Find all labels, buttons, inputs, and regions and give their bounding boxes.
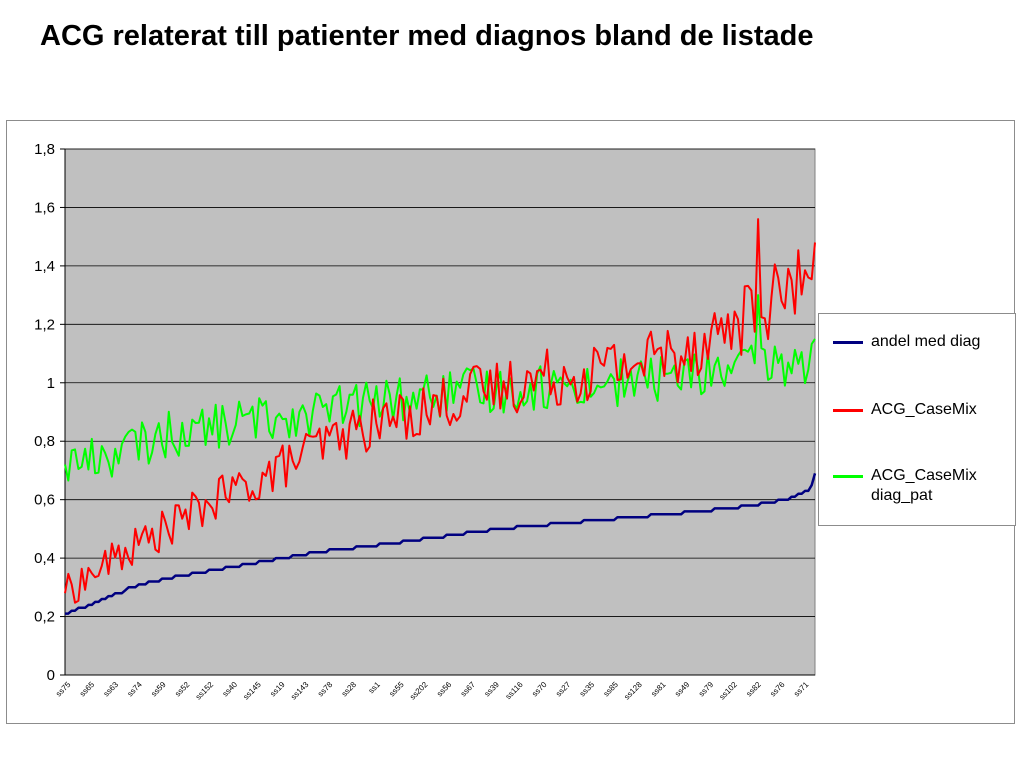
x-tick-label: ss27 — [554, 680, 573, 699]
x-tick-label: ss81 — [649, 680, 668, 699]
y-tick-label: 1 — [47, 375, 55, 392]
y-tick-label: 1,4 — [34, 258, 55, 275]
x-tick-label: ss67 — [459, 680, 478, 699]
legend-swatch-andel — [833, 341, 863, 344]
slide-title: ACG relaterat till patienter med diagnos… — [40, 20, 814, 52]
x-tick-label: ss128 — [622, 680, 644, 702]
legend-label-andel: andel med diag — [871, 333, 981, 350]
x-tick-label: ss19 — [268, 680, 287, 699]
x-tick-label: ss70 — [530, 680, 549, 699]
series-line-1 — [64, 218, 816, 604]
x-tick-label: ss85 — [602, 680, 621, 699]
x-tick-label: ss76 — [768, 680, 787, 699]
x-tick-label: ss28 — [340, 680, 359, 699]
x-tick-label: ss65 — [78, 680, 97, 699]
x-tick-label: ss49 — [673, 680, 692, 699]
x-tick-label: ss143 — [289, 680, 311, 702]
y-tick-label: 1,8 — [34, 141, 55, 158]
x-tick-label: ss202 — [408, 680, 430, 702]
x-tick-label: ss71 — [792, 680, 811, 699]
x-tick-label: ss56 — [435, 680, 454, 699]
y-tick-label: 0,8 — [34, 433, 55, 450]
x-tick-label: ss1 — [367, 680, 383, 696]
x-tick-label: ss79 — [697, 680, 716, 699]
x-tick-label: ss102 — [718, 680, 740, 702]
y-tick-label: 0 — [47, 667, 55, 684]
x-tick-label: ss40 — [221, 680, 240, 699]
x-tick-label: ss145 — [241, 680, 263, 702]
legend-label-diag-pat: ACG_CaseMix diag_pat — [871, 467, 977, 504]
x-tick-label: ss39 — [483, 680, 502, 699]
x-tick-label: ss35 — [578, 680, 597, 699]
x-tick-label: ss74 — [126, 680, 145, 699]
x-tick-label: ss116 — [504, 680, 525, 701]
line-chart: 0 0,2 0,4 0,6 0,8 1 1,2 1,4 1,6 1,8 ss75 ss65 ss63 ss… — [34, 141, 817, 702]
legend-swatch-diag-pat — [833, 475, 863, 478]
y-tick-label: 1,2 — [34, 316, 55, 333]
x-tick-label: ss59 — [149, 680, 168, 699]
x-tick-label: ss63 — [102, 680, 121, 699]
x-tick-label: ss52 — [173, 680, 192, 699]
x-tick-label: ss55 — [387, 680, 406, 699]
y-tick-label: 0,4 — [34, 550, 55, 567]
y-tick-label: 1,6 — [34, 199, 55, 216]
series-line-0 — [65, 473, 817, 615]
x-tick-label: ss75 — [54, 680, 73, 699]
x-tick-label: ss152 — [194, 680, 216, 702]
legend-label-casemix: ACG_CaseMix — [871, 401, 977, 418]
y-tick-label: 0,6 — [34, 492, 55, 509]
legend-swatch-casemix — [833, 409, 863, 412]
x-tick-label: ss82 — [744, 680, 763, 699]
x-tick-label: ss78 — [316, 680, 335, 699]
y-tick-label: 0,2 — [34, 609, 55, 626]
chart-legend: andel med diag ACG_CaseMix ACG_CaseMix d… — [818, 313, 1016, 526]
